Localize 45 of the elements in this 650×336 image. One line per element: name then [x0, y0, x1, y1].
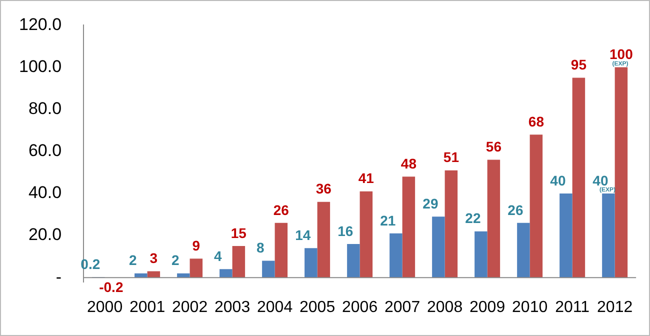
x-tick-label: 2002: [172, 298, 208, 316]
y-tick-label: 120.0: [18, 14, 62, 34]
data-label: 14: [295, 227, 311, 244]
data-label: 22: [465, 210, 481, 226]
data-label: 15: [230, 224, 247, 241]
y-tick-label: 40.0: [28, 183, 62, 202]
data-label: 95: [570, 56, 587, 73]
data-label: 2: [129, 252, 138, 268]
data-label: 2: [172, 252, 180, 268]
x-tick-label: 2011: [555, 298, 590, 316]
x-tick-label: 2005: [300, 298, 336, 316]
y-tick-label: 100.0: [18, 56, 62, 76]
data-label: 100: [610, 46, 634, 62]
data-label: 48: [400, 155, 417, 172]
data-label: 68: [528, 113, 544, 130]
x-tick-label: 2004: [257, 298, 293, 316]
data-label: 51: [443, 149, 460, 166]
y-tick-label: 80.0: [28, 99, 62, 118]
x-tick-label: 2012: [597, 298, 633, 316]
data-label: 41: [358, 170, 374, 186]
data-label: 4: [214, 248, 222, 264]
data-label: 9: [192, 238, 200, 254]
data-label: 29: [422, 195, 438, 212]
data-label: 16: [338, 222, 354, 239]
data-label: 3: [150, 250, 158, 266]
data-label: 26: [508, 202, 524, 218]
x-tick-label: 2000: [86, 298, 123, 316]
data-label: 36: [316, 180, 332, 197]
x-tick-label: 2001: [130, 298, 166, 316]
data-label: 21: [380, 212, 396, 228]
data-label: 40: [592, 172, 608, 188]
data-label: 26: [273, 202, 290, 218]
y-tick-label: -: [56, 267, 62, 286]
y-tick-label: 60.0: [28, 141, 62, 160]
data-label: 8: [256, 240, 265, 256]
x-tick-label: 2006: [342, 298, 378, 316]
data-label: 40: [550, 172, 566, 188]
x-tick-label: 2010: [512, 298, 548, 316]
x-tick-label: 2008: [427, 298, 463, 316]
y-tick-label: 20.0: [28, 225, 62, 244]
x-tick-label: 2003: [214, 298, 250, 316]
data-label: 56: [486, 138, 502, 155]
x-tick-label: 2007: [384, 298, 420, 316]
data-label: -0.2: [99, 278, 124, 295]
x-tick-label: 2009: [470, 298, 506, 316]
